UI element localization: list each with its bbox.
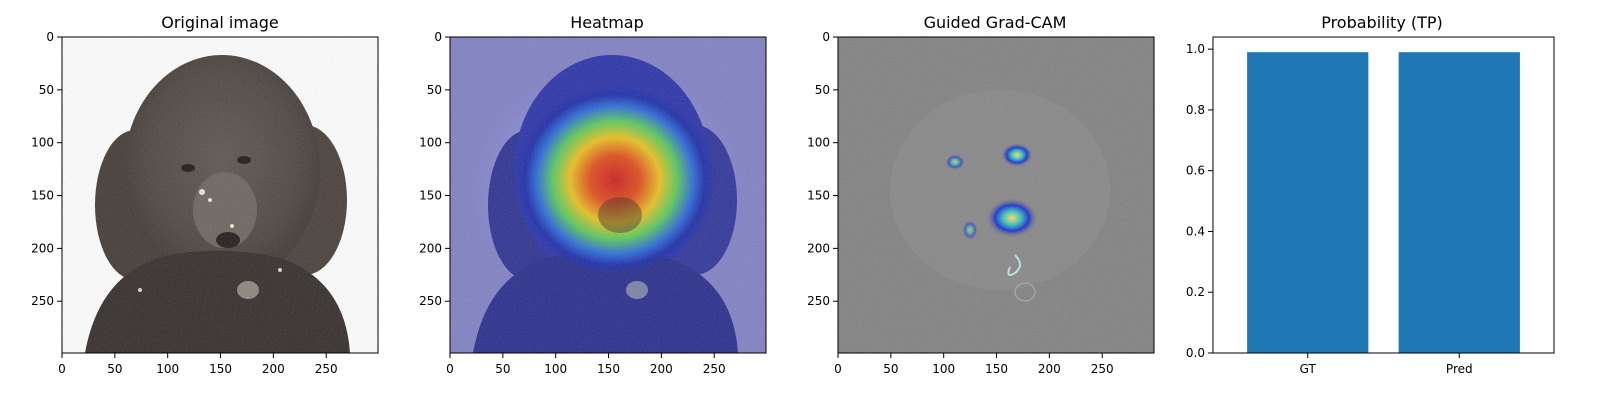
panel-heatmap: Heatmap 0 50 100 150 200 250 0 50 100 150 200 250 xyxy=(419,13,767,376)
y-tick-label: 200 xyxy=(807,241,830,255)
y-tick-label: 0.2 xyxy=(1186,285,1205,299)
chart-title: Probability (TP) xyxy=(1321,13,1443,32)
x-axis-probability: GT Pred xyxy=(1300,353,1473,376)
y-tick-label: 50 xyxy=(39,83,54,97)
x-tick-label: 0 xyxy=(446,362,454,376)
x-tick-label: Pred xyxy=(1446,362,1473,376)
gradcam-map xyxy=(838,37,1154,353)
y-tick-label: 0.0 xyxy=(1186,346,1205,360)
x-tick-label: 250 xyxy=(1091,362,1114,376)
x-tick-label: 50 xyxy=(883,362,898,376)
x-tick-label: 50 xyxy=(495,362,510,376)
y-tick-label: 100 xyxy=(31,136,54,150)
y-axis-heatmap: 0 50 100 150 200 250 xyxy=(419,30,450,308)
bar-pred xyxy=(1398,52,1520,353)
dog-photo xyxy=(62,37,378,353)
y-axis-gradcam: 0 50 100 150 200 250 xyxy=(807,30,838,308)
y-tick-label: 0 xyxy=(434,30,442,44)
y-tick-label: 200 xyxy=(419,241,442,255)
y-axis-original: 0 50 100 150 200 250 xyxy=(31,30,62,308)
x-tick-label: 200 xyxy=(262,362,285,376)
y-tick-label: 0.6 xyxy=(1186,164,1205,178)
x-axis-heatmap: 0 50 100 150 200 250 xyxy=(446,353,726,376)
y-tick-label: 1.0 xyxy=(1186,42,1205,56)
axes-frame-gradcam xyxy=(837,36,1155,354)
y-tick-label: 50 xyxy=(427,83,442,97)
x-tick-label: 250 xyxy=(315,362,338,376)
panel-title-heatmap: Heatmap xyxy=(570,13,644,32)
x-tick-label: 50 xyxy=(107,362,122,376)
x-tick-label: GT xyxy=(1300,362,1317,376)
x-tick-label: 150 xyxy=(597,362,620,376)
y-tick-label: 0.4 xyxy=(1186,224,1205,238)
y-tick-label: 150 xyxy=(807,189,830,203)
axes-frame-probability xyxy=(1212,36,1555,354)
bar-layer xyxy=(1247,52,1520,353)
y-tick-label: 100 xyxy=(807,136,830,150)
x-tick-label: 0 xyxy=(58,362,66,376)
panel-original: Original image 0 50 10 xyxy=(31,13,379,376)
y-tick-label: 250 xyxy=(31,294,54,308)
x-tick-label: 150 xyxy=(209,362,232,376)
y-tick-label: 250 xyxy=(419,294,442,308)
x-tick-label: 100 xyxy=(932,362,955,376)
y-axis-probability: 0.0 0.2 0.4 0.6 0.8 1.0 xyxy=(1186,42,1213,360)
x-axis-gradcam: 0 50 100 150 200 250 xyxy=(834,353,1114,376)
y-tick-label: 100 xyxy=(419,136,442,150)
bar-gt xyxy=(1247,52,1369,353)
x-axis-original: 0 50 100 150 200 250 xyxy=(58,353,338,376)
y-tick-label: 250 xyxy=(807,294,830,308)
x-tick-label: 200 xyxy=(650,362,673,376)
y-tick-label: 0.8 xyxy=(1186,103,1205,117)
y-tick-label: 200 xyxy=(31,241,54,255)
y-tick-label: 0 xyxy=(46,30,54,44)
axes-frame-heatmap xyxy=(449,36,767,354)
y-tick-label: 150 xyxy=(419,189,442,203)
x-tick-label: 200 xyxy=(1038,362,1061,376)
y-tick-label: 0 xyxy=(822,30,830,44)
x-tick-label: 100 xyxy=(156,362,179,376)
panel-probability: Probability (TP) GT Pred 0.0 0.2 0.4 0.6 0.8 1… xyxy=(1186,13,1555,376)
y-tick-label: 150 xyxy=(31,189,54,203)
x-tick-label: 250 xyxy=(703,362,726,376)
x-tick-label: 0 xyxy=(834,362,842,376)
axes-frame-original xyxy=(61,36,379,354)
x-tick-label: 150 xyxy=(985,362,1008,376)
heatmap-overlay xyxy=(450,37,766,353)
panel-title-gradcam: Guided Grad-CAM xyxy=(924,13,1067,32)
y-tick-label: 50 xyxy=(815,83,830,97)
panel-title-original: Original image xyxy=(161,13,279,32)
panel-gradcam: Guided Grad-CAM 0 50 100 150 200 250 0 50 100 15… xyxy=(807,13,1155,376)
x-tick-label: 100 xyxy=(544,362,567,376)
